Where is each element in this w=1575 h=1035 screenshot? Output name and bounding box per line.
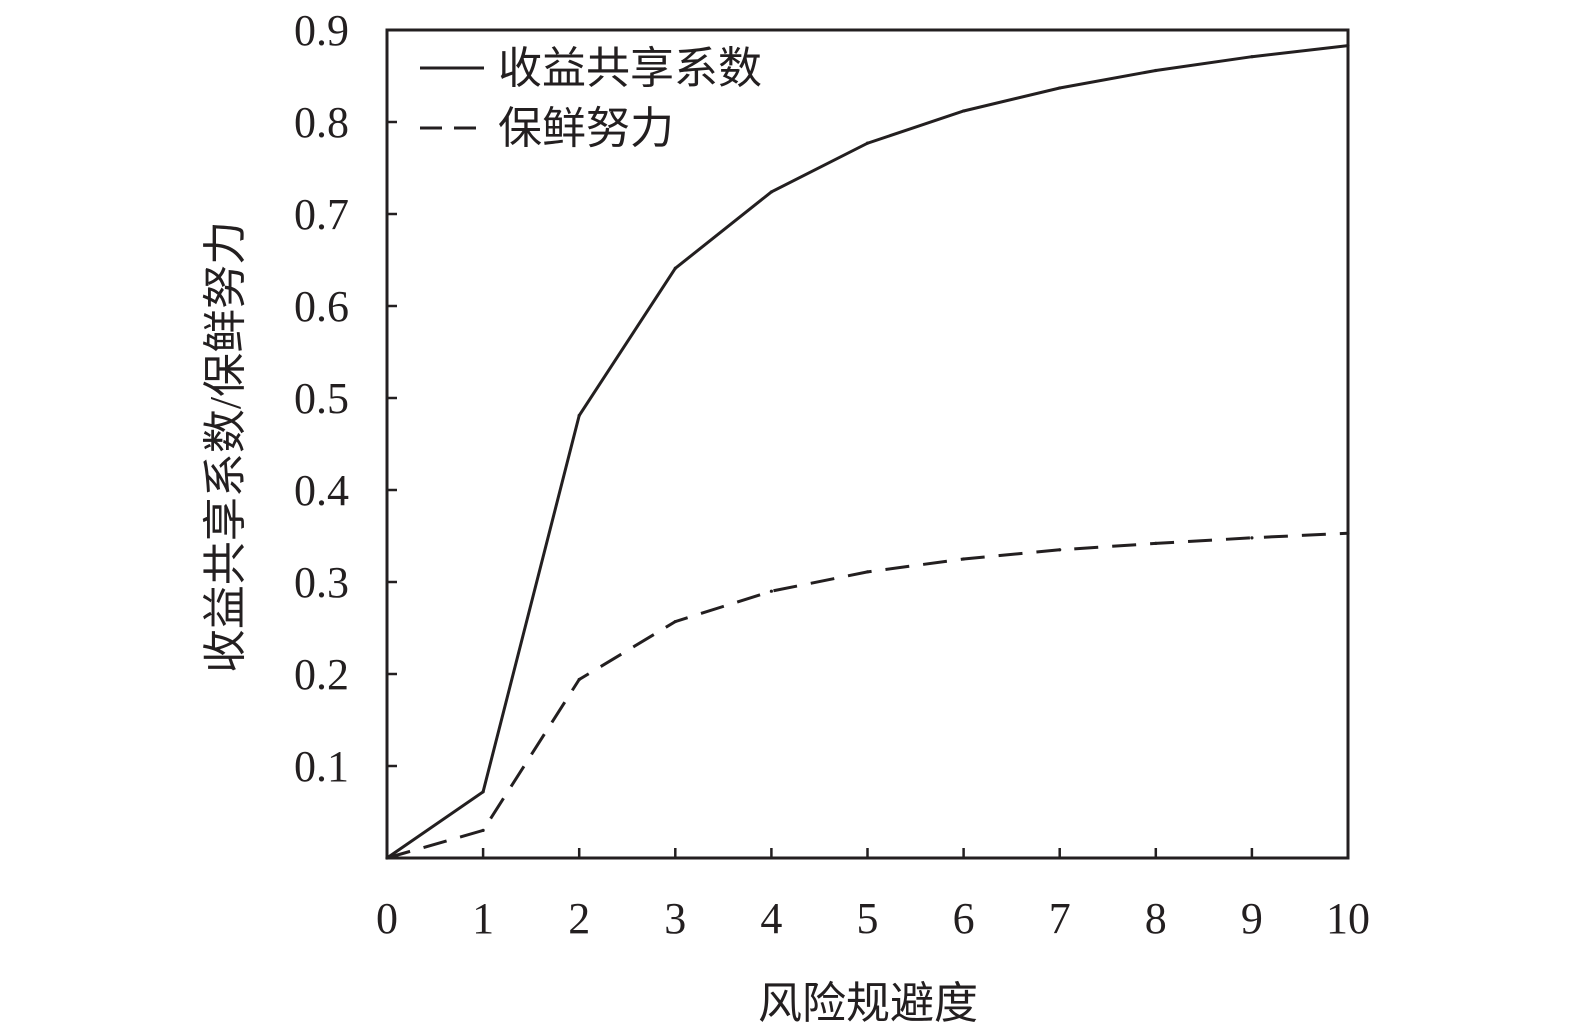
series-lines: [385, 44, 1350, 860]
y-tick-label: 0.2: [294, 650, 349, 699]
series-2-point: [1154, 541, 1158, 545]
y-tick-label: 0.9: [294, 6, 349, 55]
series-1-point: [962, 109, 966, 113]
plot-frame: [385, 28, 1350, 860]
series-2-point: [962, 557, 966, 561]
series-2-point: [385, 856, 389, 860]
x-tick-label: 0: [376, 894, 398, 943]
x-tick-label: 6: [953, 894, 975, 943]
y-tick-label: 0.8: [294, 98, 349, 147]
plot-border: [385, 28, 1350, 860]
y-tick-label: 0.7: [294, 190, 349, 239]
series-2-point: [1346, 531, 1350, 535]
series-2-point: [577, 677, 581, 682]
series-1-point: [673, 266, 677, 270]
x-tick-label: 5: [857, 894, 879, 943]
x-tick-label: 4: [760, 894, 782, 943]
x-tick-label: 9: [1241, 894, 1263, 943]
y-tick-label: 0.4: [294, 466, 349, 515]
series-2-point: [481, 828, 485, 833]
x-tick-label: 7: [1049, 894, 1071, 943]
x-tick-label: 2: [568, 894, 590, 943]
series-1-point: [1058, 86, 1062, 90]
series-1-point: [1346, 44, 1350, 48]
series-2-point: [769, 589, 774, 593]
series-2-point: [1250, 536, 1254, 540]
y-tick-label: 0.3: [294, 558, 349, 607]
x-tick-label: 3: [664, 894, 686, 943]
x-tick-label: 8: [1145, 894, 1167, 943]
y-axis-title: 收益共享系数/保鲜努力: [201, 221, 250, 673]
x-axis-title: 风险规避度: [758, 979, 978, 1028]
series-1-point: [1154, 68, 1158, 73]
series-1-point: [1250, 55, 1254, 59]
series-line-2: [386, 531, 1349, 860]
series-line-1: [386, 44, 1349, 860]
series-1-point: [769, 190, 774, 194]
axis-ticks: 0 1 2 3 4 5 6 7 8 9 10 0.1 0.2 0.3 0.4 0.5 0.6 0.7 0.8 0.9: [294, 6, 1370, 943]
y-tick-label: 0.1: [294, 742, 349, 791]
series-1-point: [577, 413, 581, 418]
legend-label-1: 收益共享系数: [498, 44, 762, 93]
x-tick-label: 1: [472, 894, 494, 943]
series-1-point: [865, 141, 870, 145]
series-2-point: [865, 570, 870, 574]
y-tick-label: 0.6: [294, 282, 349, 331]
series-2-point: [1058, 548, 1062, 552]
legend-label-2: 保鲜努力: [498, 104, 674, 153]
series-1-point: [481, 790, 485, 794]
x-tick-label: 10: [1326, 894, 1370, 943]
series-2-point: [673, 619, 677, 624]
y-tick-label: 0.5: [294, 374, 349, 423]
